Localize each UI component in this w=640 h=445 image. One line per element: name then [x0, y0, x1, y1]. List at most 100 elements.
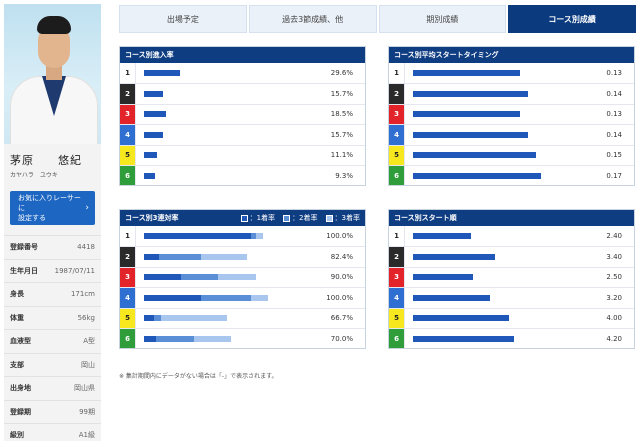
lane-badge: 5 — [389, 145, 405, 165]
panel-title: コース別スタート順 — [389, 210, 634, 226]
first-place-segment — [144, 335, 157, 342]
stat-row: 6 4.20 — [389, 327, 634, 349]
profile-value: 56kg — [77, 313, 95, 322]
value-bar — [413, 131, 528, 138]
tab-2[interactable]: 期別成績 — [378, 5, 507, 33]
lane-badge: 6 — [120, 328, 136, 349]
panel-title: コース別3連対率 — [125, 214, 179, 222]
stat-row: 6 9.3% — [120, 164, 365, 186]
lane-badge: 3 — [389, 104, 405, 125]
tab-bar: 出場予定 過去3節成績、他 期別成績 コース別成績 — [119, 5, 636, 33]
value-bar — [413, 152, 536, 159]
profile-label: 支部 — [10, 360, 24, 369]
stat-row: 1 100.0% — [120, 226, 365, 247]
stacked-bar — [144, 315, 228, 322]
stat-value: 3.40 — [606, 253, 622, 262]
profile-row: 級別 A1級 — [4, 423, 101, 445]
profile-value: 1987/07/11 — [54, 266, 95, 275]
stat-row: 1 29.6% — [120, 63, 365, 84]
stat-value: 0.13 — [606, 69, 622, 78]
value-bar — [413, 274, 474, 281]
stat-value: 100.0% — [326, 293, 353, 302]
second-place-segment — [181, 274, 219, 281]
favorite-racer-button[interactable]: お気に入りレーサーに 設定する › — [10, 191, 95, 225]
lane-badge: 4 — [120, 288, 136, 308]
first-place-swatch — [240, 214, 248, 222]
stacked-bar — [144, 233, 264, 240]
stat-row: 4 0.14 — [389, 124, 634, 145]
third-place-segment — [201, 254, 247, 261]
stat-row: 2 0.14 — [389, 83, 634, 104]
profile-value: 岡山 — [81, 360, 95, 369]
stat-row: 5 66.7% — [120, 307, 365, 328]
stat-value: 0.14 — [606, 130, 622, 139]
third-place-segment — [161, 315, 228, 322]
racer-kana: カヤハラ ユウキ — [10, 172, 58, 179]
lane-badge: 4 — [389, 288, 405, 308]
stat-row: 3 0.13 — [389, 103, 634, 125]
second-place-swatch — [283, 214, 291, 222]
panel-title: コース別平均スタートタイミング — [389, 47, 634, 63]
profile-row: 出身地 岡山県 — [4, 376, 101, 400]
lane-badge: 6 — [389, 328, 405, 349]
legend-first: ：1着率 — [249, 214, 276, 222]
profile-value: A型 — [83, 337, 95, 346]
stat-value: 3.20 — [606, 293, 622, 302]
stat-value: 9.3% — [335, 171, 353, 180]
profile-label: 体重 — [10, 313, 24, 322]
chevron-right-icon: › — [85, 203, 89, 213]
profile-value: 171cm — [70, 290, 95, 299]
lane-badge: 1 — [120, 63, 136, 84]
third-place-segment — [250, 294, 268, 301]
lane-badge: 6 — [120, 165, 136, 186]
stat-value: 2.50 — [606, 273, 622, 282]
first-place-segment — [144, 315, 154, 322]
stat-row: 2 82.4% — [120, 246, 365, 267]
profile-label: 登録番号 — [10, 243, 38, 252]
lane-badge: 2 — [389, 247, 405, 267]
third-place-swatch — [325, 214, 333, 222]
second-place-segment — [250, 233, 256, 240]
stat-row: 1 0.13 — [389, 63, 634, 84]
tab-3[interactable]: コース別成績 — [508, 5, 636, 33]
third-place-segment — [193, 335, 231, 342]
lane-badge: 3 — [120, 267, 136, 288]
stat-row: 5 11.1% — [120, 144, 365, 165]
first-place-segment — [144, 294, 202, 301]
value-bar — [144, 91, 163, 98]
racer-photo — [4, 4, 101, 144]
value-bar — [413, 70, 520, 77]
stat-value: 0.15 — [606, 151, 622, 160]
stat-value: 29.6% — [330, 69, 353, 78]
profile-row: 登録番号 4418 — [4, 235, 101, 259]
second-place-segment — [156, 335, 194, 342]
tab-1[interactable]: 過去3節成績、他 — [248, 5, 377, 33]
stat-value: 90.0% — [330, 273, 353, 282]
value-bar — [413, 91, 528, 98]
lane-badge: 3 — [389, 267, 405, 288]
stat-row: 4 100.0% — [120, 287, 365, 308]
lane-badge: 1 — [120, 226, 136, 247]
value-bar — [144, 172, 156, 179]
stat-value: 66.7% — [330, 314, 353, 323]
legend: ：1着率 ：2着率 ：3着率 — [240, 213, 360, 223]
stat-value: 18.5% — [330, 110, 353, 119]
racer-sidebar: 茅原 悠紀 カヤハラ ユウキ お気に入りレーサーに 設定する › 登録番号 441… — [4, 4, 101, 441]
stacked-bar — [144, 254, 247, 261]
entry-rate-panel: コース別進入率 1 29.6% 2 15.7% 3 18.5% 4 15.7% 5 11.1% 6 9… — [119, 46, 366, 187]
stat-row: 3 90.0% — [120, 266, 365, 288]
stat-row: 2 3.40 — [389, 246, 634, 267]
stat-value: 4.00 — [606, 314, 622, 323]
legend-second: ：2着率 — [292, 214, 318, 222]
lane-badge: 5 — [389, 308, 405, 328]
stat-value: 82.4% — [330, 253, 353, 262]
lane-badge: 5 — [120, 308, 136, 328]
tab-0[interactable]: 出場予定 — [119, 5, 247, 33]
first-place-segment — [144, 254, 159, 261]
stacked-bar — [144, 274, 256, 281]
value-bar — [413, 315, 510, 322]
stat-value: 0.14 — [606, 90, 622, 99]
profile-list: 登録番号 4418 生年月日 1987/07/11 身長 171cm 体重 56kg 血液型 A型… — [4, 235, 101, 445]
profile-label: 級別 — [10, 431, 24, 440]
profile-label: 出身地 — [10, 384, 31, 393]
